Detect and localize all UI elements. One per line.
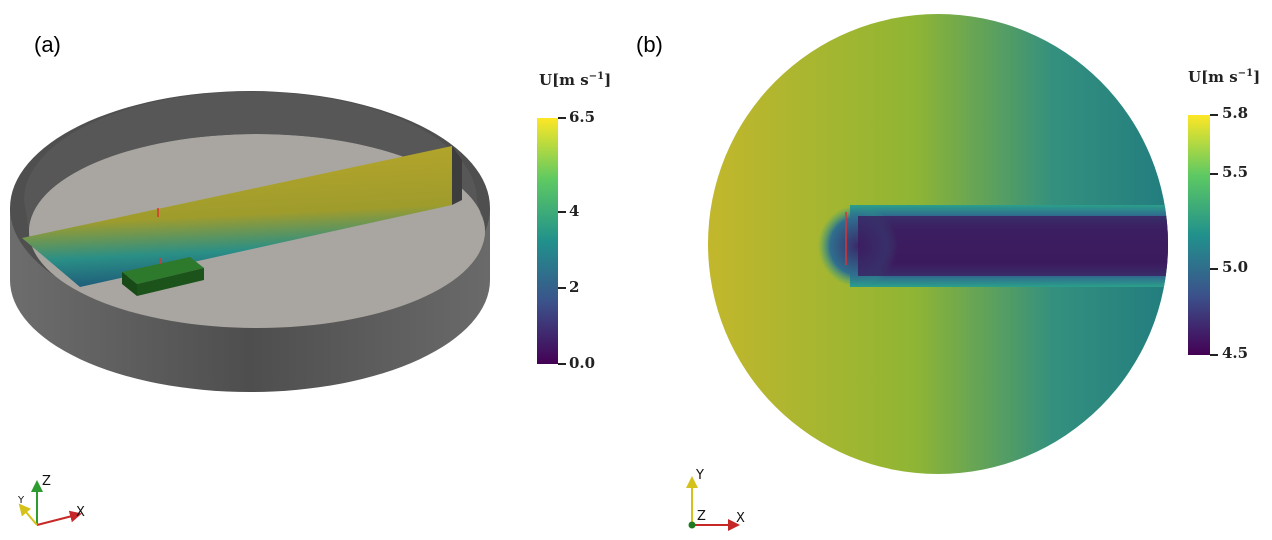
- plane-edge: [452, 146, 462, 205]
- colorbar-b-tick-mark: [1210, 114, 1218, 116]
- colorbar-a-tick-mark: [558, 287, 566, 289]
- colorbar-b-tick: 4.5: [1222, 344, 1249, 362]
- colorbar-b-title: U[m s−1]: [1188, 68, 1261, 86]
- triad-b-x-label: X: [736, 511, 745, 526]
- colorbar-b-tick-mark: [1210, 268, 1218, 270]
- velocity-disk-view: [708, 14, 1168, 474]
- triad-a-y-label: Y: [18, 495, 25, 506]
- obstacle-side: [122, 272, 137, 296]
- colorbar-a-tick-mark: [558, 363, 566, 365]
- colorbar-a-tick-mark: [558, 117, 566, 119]
- colorbar-a: [537, 118, 558, 364]
- triad-a-x-label: X: [76, 505, 85, 520]
- colorbar-b-tick: 5.0: [1222, 258, 1249, 276]
- colorbar-a-tick: 0.0: [569, 354, 596, 372]
- panel-label-b: (b): [636, 32, 663, 57]
- triad-b-z-label: Z: [697, 509, 706, 524]
- y-axis-arrow: [18, 503, 38, 526]
- x-axis-arrow: [36, 510, 82, 526]
- colorbar-a-tick: 6.5: [569, 108, 596, 126]
- tank-wall-inner: [24, 91, 485, 231]
- wake-core: [858, 216, 1168, 276]
- tank-3d-view: [10, 91, 490, 392]
- colorbar-b-tick-mark: [1210, 354, 1218, 356]
- panel-label-a: (a): [34, 32, 61, 57]
- z-axis-dot-b: [688, 521, 696, 529]
- colorbar-b: [1188, 115, 1210, 355]
- obstacle-front: [137, 268, 204, 296]
- velocity-slice-plane: [22, 146, 452, 287]
- colorbar-a-title: U[m s−1]: [539, 71, 612, 89]
- axes-triad-a: [18, 480, 82, 526]
- triad-a-z-label: Z: [42, 474, 51, 489]
- obstacle-top: [122, 257, 204, 284]
- colorbar-a-tick: 2: [569, 278, 580, 296]
- colorbar-a-tick: 4: [569, 202, 580, 220]
- axes-triad-b: [686, 476, 740, 531]
- colorbar-b-tick-mark: [1210, 173, 1218, 175]
- colorbar-a-tick-mark: [558, 211, 566, 213]
- triad-b-y-label: Y: [696, 468, 704, 483]
- colorbar-b-tick: 5.8: [1222, 104, 1249, 122]
- colorbar-b-tick: 5.5: [1222, 163, 1249, 181]
